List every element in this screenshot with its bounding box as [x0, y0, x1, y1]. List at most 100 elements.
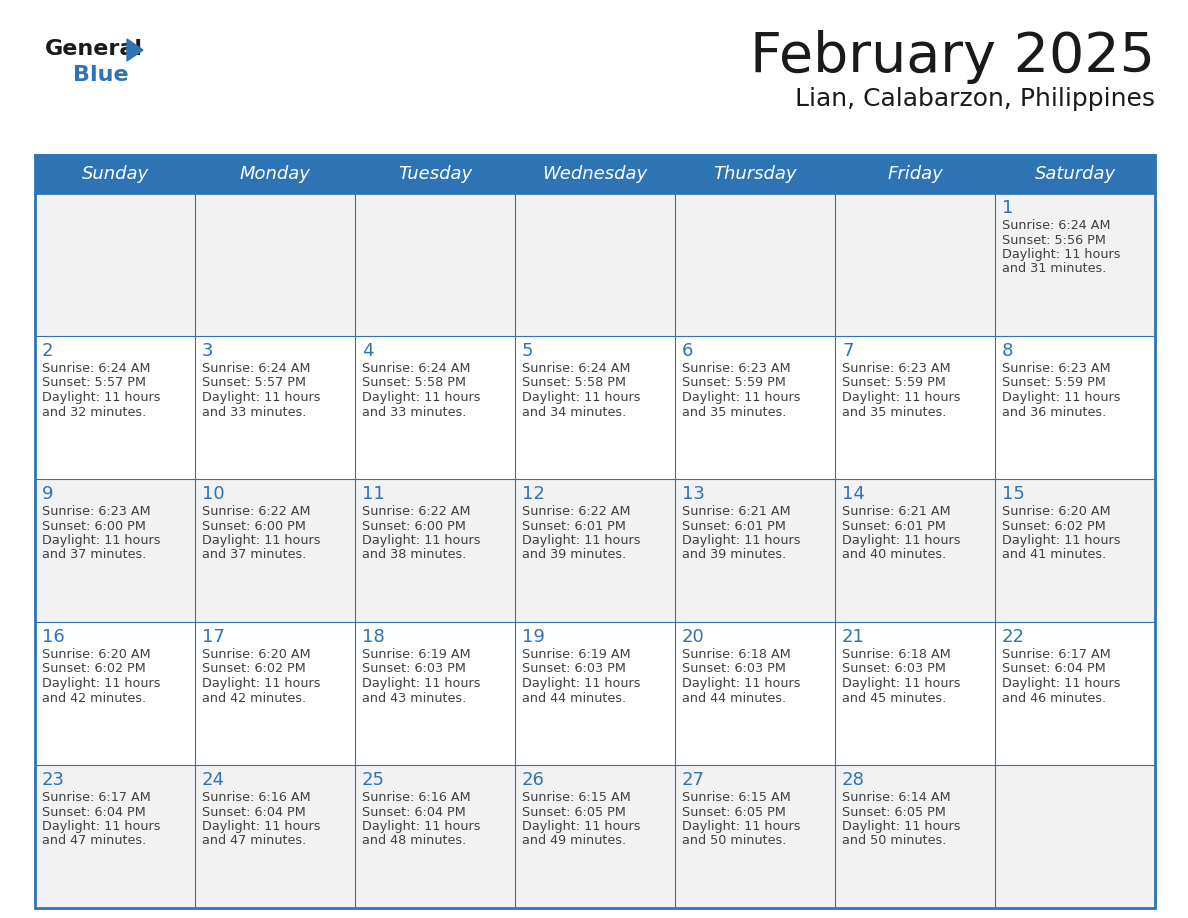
Bar: [34, 193, 195, 336]
Text: and 43 minutes.: and 43 minutes.: [362, 691, 466, 704]
Text: Sunset: 5:57 PM: Sunset: 5:57 PM: [42, 376, 146, 389]
Text: and 37 minutes.: and 37 minutes.: [202, 548, 307, 562]
Text: Daylight: 11 hours: Daylight: 11 hours: [362, 677, 480, 690]
Bar: [835, 765, 996, 908]
Text: 10: 10: [202, 485, 225, 503]
Text: Sunrise: 6:24 AM: Sunrise: 6:24 AM: [522, 362, 631, 375]
Bar: [34, 155, 195, 193]
Bar: [516, 155, 675, 193]
Text: 8: 8: [1001, 342, 1013, 360]
Text: General: General: [45, 39, 143, 59]
Bar: [355, 622, 516, 765]
Text: Daylight: 11 hours: Daylight: 11 hours: [362, 820, 480, 833]
Bar: [516, 479, 675, 622]
Text: and 48 minutes.: and 48 minutes.: [362, 834, 466, 847]
Text: Daylight: 11 hours: Daylight: 11 hours: [522, 534, 640, 547]
Text: Sunset: 6:00 PM: Sunset: 6:00 PM: [362, 520, 466, 532]
Text: Daylight: 11 hours: Daylight: 11 hours: [522, 820, 640, 833]
Text: 6: 6: [682, 342, 694, 360]
Bar: [675, 765, 835, 908]
Text: Sunset: 5:56 PM: Sunset: 5:56 PM: [1001, 233, 1106, 247]
Text: Sunrise: 6:20 AM: Sunrise: 6:20 AM: [1001, 505, 1111, 518]
Text: Sunset: 6:03 PM: Sunset: 6:03 PM: [362, 663, 466, 676]
Text: Sunday: Sunday: [82, 165, 148, 183]
Text: Daylight: 11 hours: Daylight: 11 hours: [682, 534, 801, 547]
Text: Friday: Friday: [887, 165, 943, 183]
Bar: [355, 155, 516, 193]
Bar: [835, 155, 996, 193]
Bar: [34, 622, 195, 765]
Text: Sunrise: 6:16 AM: Sunrise: 6:16 AM: [362, 791, 470, 804]
Text: Sunset: 6:01 PM: Sunset: 6:01 PM: [682, 520, 786, 532]
Text: and 35 minutes.: and 35 minutes.: [842, 406, 947, 419]
Text: Sunrise: 6:23 AM: Sunrise: 6:23 AM: [842, 362, 950, 375]
Text: Daylight: 11 hours: Daylight: 11 hours: [202, 391, 321, 404]
Text: Sunrise: 6:20 AM: Sunrise: 6:20 AM: [202, 648, 310, 661]
Text: and 47 minutes.: and 47 minutes.: [42, 834, 146, 847]
Text: Sunset: 5:59 PM: Sunset: 5:59 PM: [842, 376, 946, 389]
Text: Daylight: 11 hours: Daylight: 11 hours: [522, 391, 640, 404]
Bar: [34, 155, 1155, 908]
Text: Sunrise: 6:18 AM: Sunrise: 6:18 AM: [842, 648, 950, 661]
Bar: [34, 336, 195, 479]
Text: Monday: Monday: [240, 165, 310, 183]
Text: Sunrise: 6:17 AM: Sunrise: 6:17 AM: [1001, 648, 1111, 661]
Text: Sunset: 6:02 PM: Sunset: 6:02 PM: [1001, 520, 1106, 532]
Text: 20: 20: [682, 628, 704, 646]
Bar: [195, 479, 355, 622]
Text: and 44 minutes.: and 44 minutes.: [522, 691, 626, 704]
Text: Wednesday: Wednesday: [543, 165, 647, 183]
Bar: [996, 479, 1155, 622]
Bar: [195, 622, 355, 765]
Text: Sunset: 6:04 PM: Sunset: 6:04 PM: [42, 805, 146, 819]
Text: Daylight: 11 hours: Daylight: 11 hours: [42, 534, 160, 547]
Polygon shape: [127, 39, 143, 61]
Text: Daylight: 11 hours: Daylight: 11 hours: [42, 677, 160, 690]
Text: and 39 minutes.: and 39 minutes.: [682, 548, 786, 562]
Text: February 2025: February 2025: [750, 30, 1155, 84]
Text: Lian, Calabarzon, Philippines: Lian, Calabarzon, Philippines: [795, 87, 1155, 111]
Bar: [835, 479, 996, 622]
Text: Sunset: 6:04 PM: Sunset: 6:04 PM: [202, 805, 305, 819]
Text: and 32 minutes.: and 32 minutes.: [42, 406, 146, 419]
Text: 15: 15: [1001, 485, 1025, 503]
Text: Daylight: 11 hours: Daylight: 11 hours: [842, 677, 961, 690]
Text: Thursday: Thursday: [713, 165, 797, 183]
Text: 22: 22: [1001, 628, 1025, 646]
Text: Sunrise: 6:24 AM: Sunrise: 6:24 AM: [202, 362, 310, 375]
Text: and 39 minutes.: and 39 minutes.: [522, 548, 626, 562]
Text: Sunset: 6:03 PM: Sunset: 6:03 PM: [842, 663, 946, 676]
Bar: [195, 765, 355, 908]
Text: Sunset: 6:02 PM: Sunset: 6:02 PM: [42, 663, 146, 676]
Text: and 41 minutes.: and 41 minutes.: [1001, 548, 1106, 562]
Text: and 47 minutes.: and 47 minutes.: [202, 834, 307, 847]
Text: Sunset: 6:00 PM: Sunset: 6:00 PM: [202, 520, 305, 532]
Bar: [996, 765, 1155, 908]
Text: 5: 5: [522, 342, 533, 360]
Bar: [34, 479, 195, 622]
Text: 25: 25: [362, 771, 385, 789]
Text: Daylight: 11 hours: Daylight: 11 hours: [42, 391, 160, 404]
Bar: [996, 193, 1155, 336]
Text: 28: 28: [842, 771, 865, 789]
Text: Daylight: 11 hours: Daylight: 11 hours: [842, 391, 961, 404]
Text: Sunset: 6:05 PM: Sunset: 6:05 PM: [842, 805, 946, 819]
Text: and 33 minutes.: and 33 minutes.: [362, 406, 467, 419]
Text: Sunrise: 6:15 AM: Sunrise: 6:15 AM: [682, 791, 791, 804]
Bar: [675, 336, 835, 479]
Text: 17: 17: [202, 628, 225, 646]
Text: Sunrise: 6:16 AM: Sunrise: 6:16 AM: [202, 791, 310, 804]
Text: and 34 minutes.: and 34 minutes.: [522, 406, 626, 419]
Bar: [516, 336, 675, 479]
Text: Daylight: 11 hours: Daylight: 11 hours: [1001, 248, 1120, 261]
Text: Sunrise: 6:18 AM: Sunrise: 6:18 AM: [682, 648, 791, 661]
Text: Daylight: 11 hours: Daylight: 11 hours: [202, 820, 321, 833]
Bar: [996, 622, 1155, 765]
Bar: [516, 193, 675, 336]
Text: 11: 11: [362, 485, 385, 503]
Bar: [835, 193, 996, 336]
Text: 18: 18: [362, 628, 385, 646]
Text: and 33 minutes.: and 33 minutes.: [202, 406, 307, 419]
Text: Sunset: 6:01 PM: Sunset: 6:01 PM: [842, 520, 946, 532]
Text: Sunset: 5:59 PM: Sunset: 5:59 PM: [682, 376, 786, 389]
